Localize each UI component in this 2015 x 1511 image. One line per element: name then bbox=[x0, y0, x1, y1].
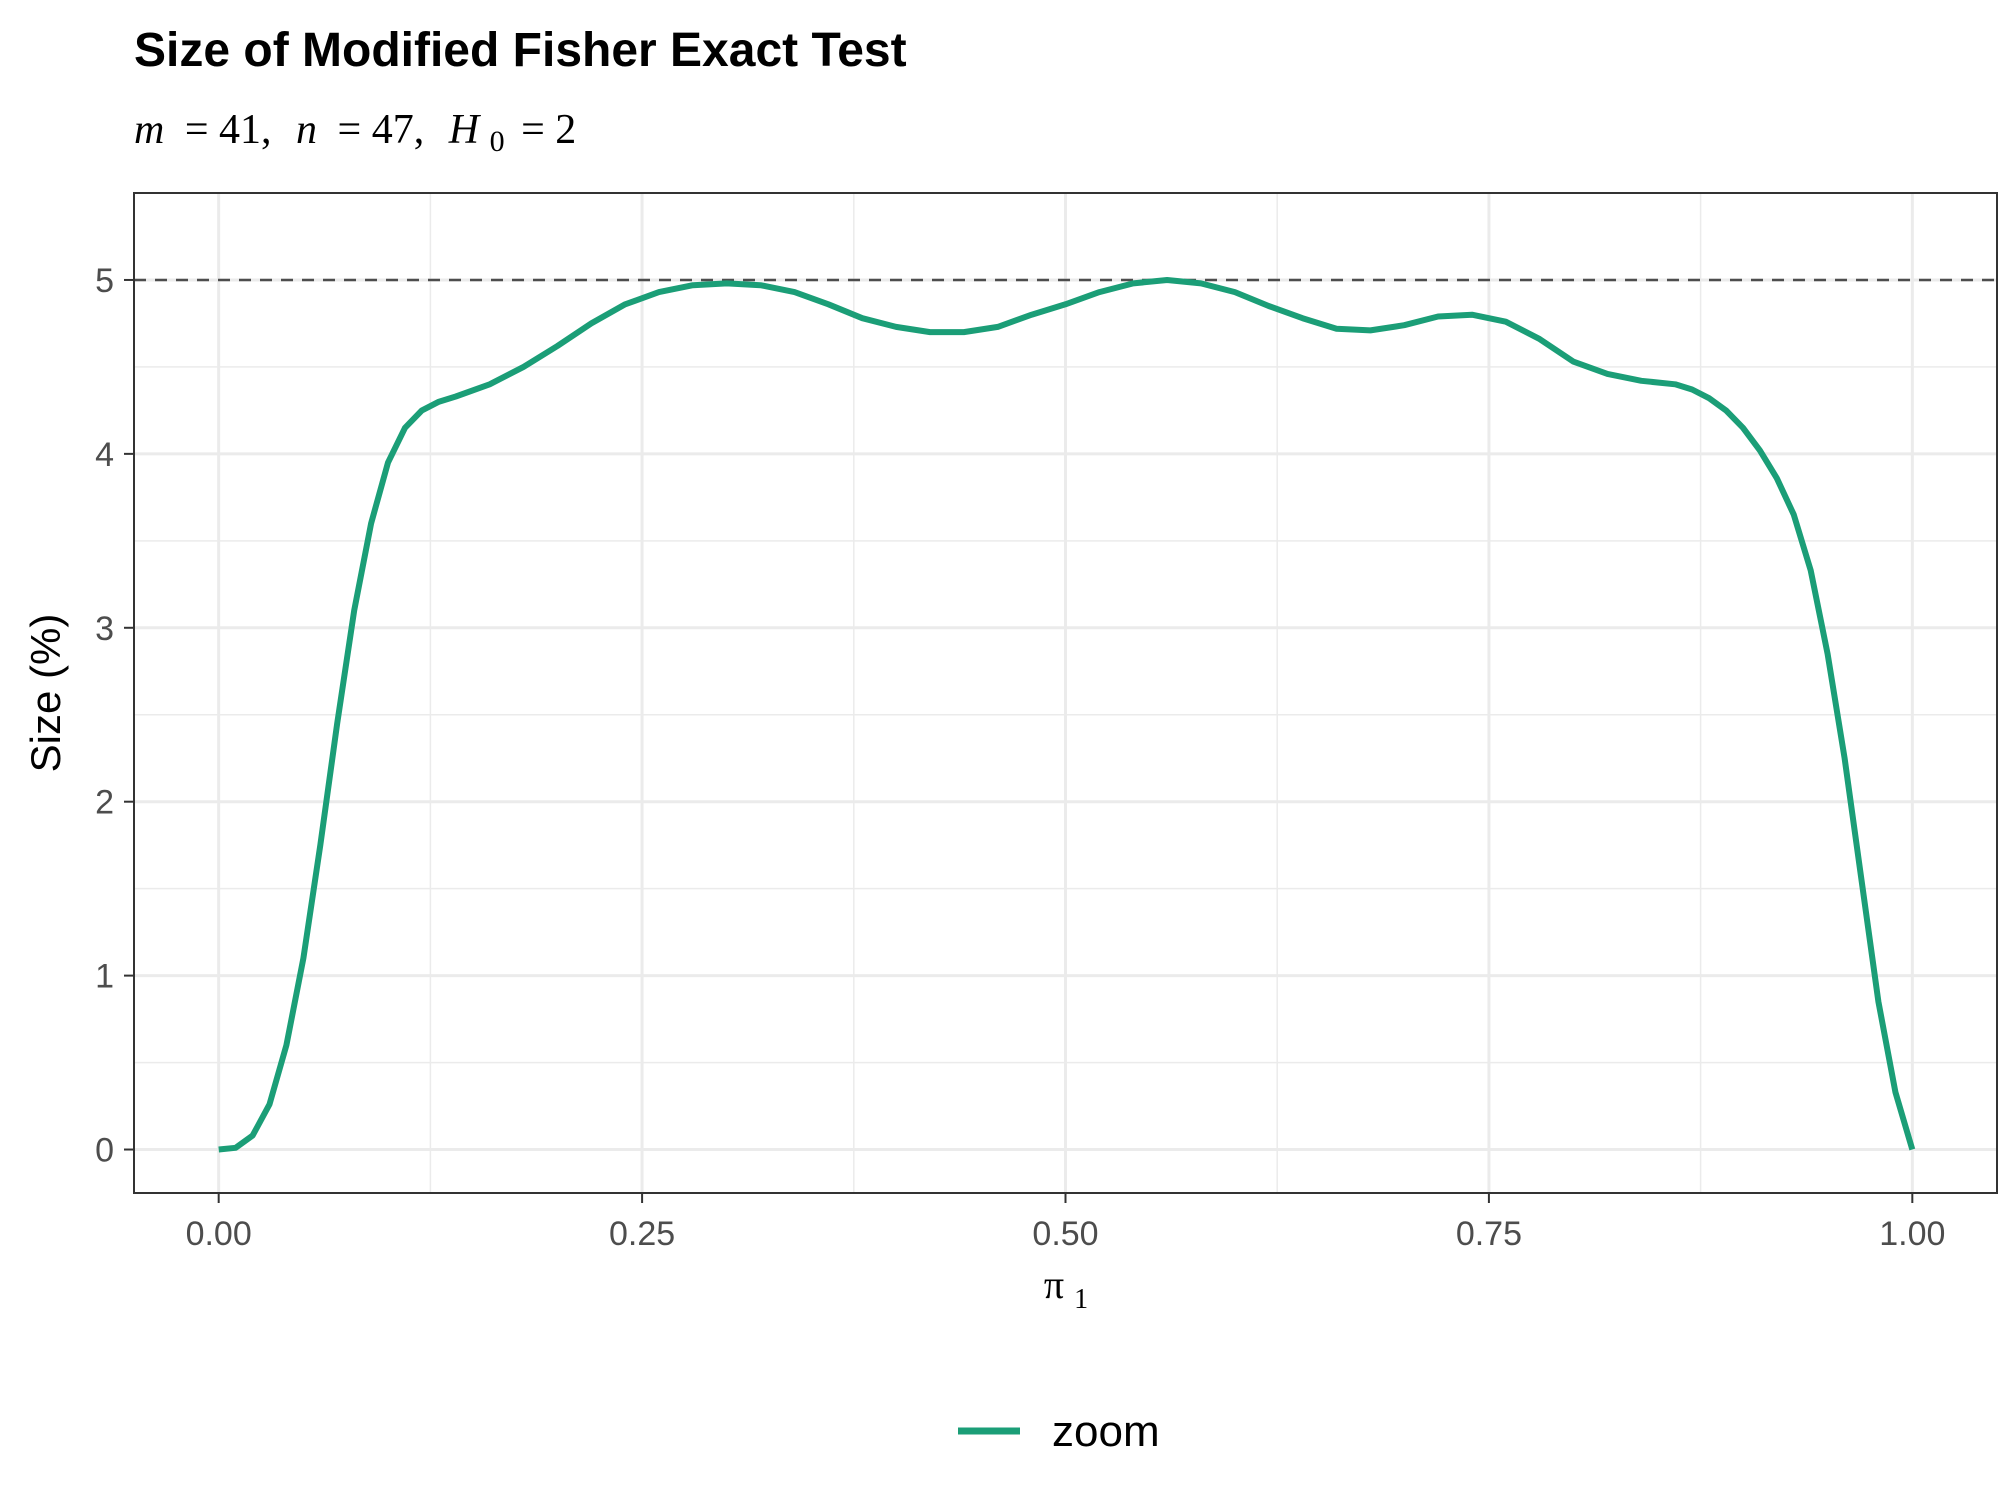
legend-label-zoom: zoom bbox=[1052, 1407, 1160, 1456]
x-axis-title: π 1 bbox=[1044, 1262, 1088, 1315]
subtitle-h-label: H bbox=[448, 107, 482, 153]
legend: zoom bbox=[958, 1407, 1160, 1456]
y-tick-label: 0 bbox=[95, 1132, 114, 1170]
subtitle-h-sub: 0 bbox=[490, 125, 505, 158]
subtitle-m-label: m bbox=[134, 107, 164, 153]
y-tick-label: 5 bbox=[95, 262, 114, 300]
x-axis-title-sub: 1 bbox=[1074, 1284, 1088, 1315]
y-tick-label: 2 bbox=[95, 784, 114, 822]
subtitle-h-value: = 2 bbox=[521, 107, 576, 153]
y-axis-title: Size (%) bbox=[22, 614, 69, 773]
x-axis-ticks: 0.00 0.25 0.50 0.75 1.00 bbox=[186, 1193, 1945, 1253]
x-tick-label: 0.50 bbox=[1032, 1215, 1098, 1253]
y-tick-label: 4 bbox=[95, 436, 114, 474]
y-axis-ticks: 0 1 2 3 4 5 bbox=[95, 262, 134, 1170]
series-group bbox=[218, 277, 1916, 1153]
svg-text:m = 41, n =: m = 41, n = 47, H 0 = 2 bbox=[134, 107, 576, 161]
x-tick-label: 1.00 bbox=[1879, 1215, 1945, 1253]
x-tick-label: 0.25 bbox=[609, 1215, 675, 1253]
x-axis-title-symbol: π bbox=[1044, 1262, 1064, 1307]
chart-title: Size of Modified Fisher Exact Test bbox=[134, 24, 907, 77]
subtitle-m-value: = 41, bbox=[185, 107, 272, 153]
subtitle-n-label: n bbox=[296, 107, 317, 153]
subtitle-n-value: = 47, bbox=[338, 107, 425, 153]
grid-major bbox=[134, 193, 1997, 1193]
x-tick-label: 0.75 bbox=[1456, 1215, 1522, 1253]
series-line-zoom bbox=[218, 277, 1916, 1153]
x-tick-label: 0.00 bbox=[186, 1215, 252, 1253]
chart-subtitle: m = 41, n = 47, H 0 = 2 bbox=[134, 107, 576, 161]
y-tick-label: 1 bbox=[95, 958, 114, 996]
y-tick-label: 3 bbox=[95, 610, 114, 648]
